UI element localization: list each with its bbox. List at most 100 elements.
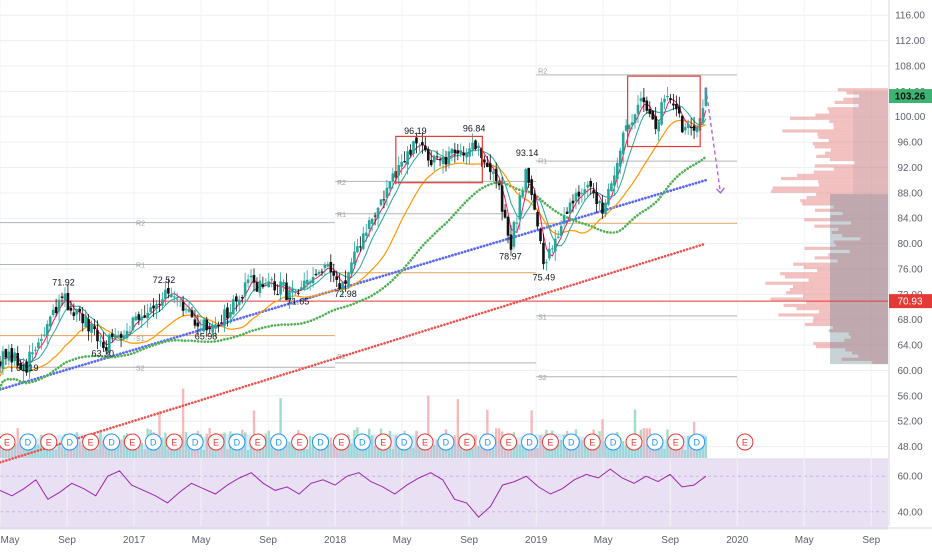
candle-body[interactable]	[140, 316, 144, 321]
candle-body[interactable]	[359, 246, 362, 248]
candle-body[interactable]	[134, 316, 138, 321]
candle-body[interactable]	[562, 215, 566, 224]
candle-body[interactable]	[565, 211, 569, 214]
candle-body[interactable]	[90, 323, 93, 333]
candle-body[interactable]	[491, 171, 495, 174]
candle-body[interactable]	[574, 192, 578, 202]
candle-body[interactable]	[252, 275, 256, 283]
candle-body[interactable]	[536, 212, 539, 227]
candle-body[interactable]	[672, 103, 675, 106]
candle-body[interactable]	[28, 351, 31, 373]
candle-body[interactable]	[624, 125, 628, 131]
candle-body[interactable]	[205, 319, 209, 331]
candle-body[interactable]	[689, 127, 693, 129]
earnings-marker[interactable]	[0, 433, 16, 451]
candle-body[interactable]	[518, 195, 522, 220]
candle-body[interactable]	[356, 246, 359, 253]
candle-body[interactable]	[610, 183, 613, 192]
candle-body[interactable]	[642, 97, 646, 103]
candle-body[interactable]	[226, 307, 229, 319]
earnings-marker[interactable]	[249, 433, 267, 451]
candle-body[interactable]	[379, 199, 383, 206]
candle-body[interactable]	[243, 282, 247, 296]
candle-body[interactable]	[477, 145, 480, 147]
candle-body[interactable]	[488, 163, 492, 172]
candle-body[interactable]	[282, 282, 285, 285]
earnings-marker[interactable]	[82, 433, 100, 451]
candle-body[interactable]	[13, 352, 17, 362]
candle-body[interactable]	[220, 322, 223, 324]
candle-body[interactable]	[37, 342, 40, 348]
candle-body[interactable]	[601, 202, 604, 214]
candle-body[interactable]	[199, 328, 203, 330]
candle-body[interactable]	[285, 282, 288, 301]
candle-body[interactable]	[31, 352, 34, 355]
candle-body[interactable]	[397, 164, 401, 176]
candle-body[interactable]	[308, 281, 312, 284]
candle-body[interactable]	[548, 248, 551, 259]
candle-body[interactable]	[509, 234, 513, 250]
candle-body[interactable]	[240, 297, 244, 299]
candle-body[interactable]	[444, 156, 448, 165]
candle-body[interactable]	[75, 309, 79, 315]
candle-body[interactable]	[302, 280, 306, 289]
candle-body[interactable]	[229, 312, 232, 318]
candle-body[interactable]	[143, 315, 147, 318]
candle-body[interactable]	[223, 309, 226, 327]
candle-body[interactable]	[258, 280, 262, 294]
dividend-marker[interactable]	[144, 433, 162, 451]
candle-body[interactable]	[651, 110, 655, 120]
candle-body[interactable]	[291, 289, 294, 293]
candle-body[interactable]	[468, 148, 471, 157]
dividend-marker[interactable]	[688, 433, 706, 451]
candle-body[interactable]	[577, 191, 581, 197]
candle-body[interactable]	[429, 159, 433, 166]
earnings-marker[interactable]	[165, 433, 183, 451]
candle-body[interactable]	[305, 279, 309, 285]
candle-body[interactable]	[326, 264, 330, 267]
candle-body[interactable]	[43, 334, 46, 336]
candle-body[interactable]	[78, 308, 82, 312]
earnings-marker[interactable]	[667, 433, 685, 451]
candle-body[interactable]	[471, 142, 474, 150]
earnings-marker[interactable]	[332, 433, 350, 451]
candle-body[interactable]	[96, 330, 99, 342]
candle-body[interactable]	[480, 148, 483, 159]
candle-body[interactable]	[524, 169, 528, 190]
candle-body[interactable]	[45, 324, 49, 336]
dividend-marker[interactable]	[270, 433, 288, 451]
candle-body[interactable]	[102, 341, 105, 349]
candle-body[interactable]	[580, 192, 584, 194]
candle-body[interactable]	[249, 275, 253, 278]
candle-body[interactable]	[22, 363, 25, 372]
candle-body[interactable]	[604, 202, 607, 215]
candle-body[interactable]	[19, 362, 22, 370]
candle-body[interactable]	[116, 336, 120, 338]
candle-body[interactable]	[388, 181, 392, 189]
candle-body[interactable]	[465, 153, 468, 158]
candle-body[interactable]	[424, 145, 427, 151]
candle-body[interactable]	[57, 299, 61, 312]
candle-body[interactable]	[633, 114, 637, 123]
candle-body[interactable]	[211, 326, 214, 333]
candle-body[interactable]	[329, 261, 333, 272]
candle-body[interactable]	[506, 216, 510, 236]
dividend-marker[interactable]	[19, 433, 37, 451]
candle-body[interactable]	[686, 123, 690, 128]
candle-body[interactable]	[107, 334, 111, 353]
candle-body[interactable]	[193, 319, 197, 326]
candle-body[interactable]	[621, 132, 625, 155]
candle-body[interactable]	[432, 155, 436, 163]
candle-body[interactable]	[323, 264, 327, 269]
candle-body[interactable]	[273, 281, 276, 291]
candle-body[interactable]	[54, 306, 58, 313]
candle-body[interactable]	[60, 296, 64, 298]
earnings-marker[interactable]	[416, 433, 434, 451]
candle-body[interactable]	[288, 290, 291, 301]
candle-body[interactable]	[187, 309, 191, 312]
candle-body[interactable]	[435, 156, 439, 158]
future-earnings-marker[interactable]	[736, 433, 754, 451]
candle-body[interactable]	[51, 309, 55, 315]
candle-body[interactable]	[99, 340, 102, 342]
